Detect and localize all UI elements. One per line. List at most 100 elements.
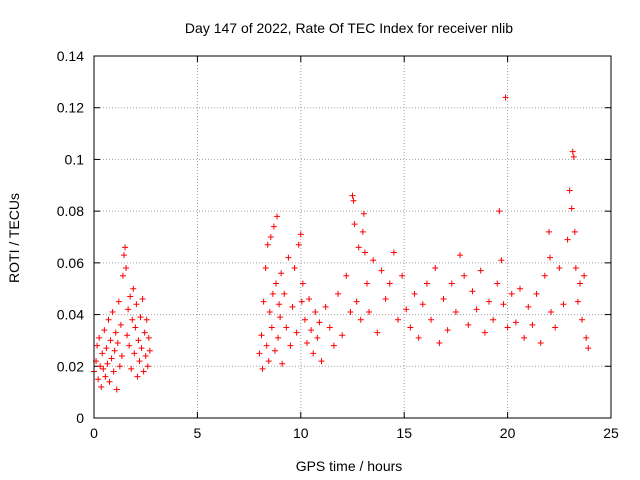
data-point — [264, 241, 271, 248]
data-point — [502, 94, 509, 101]
x-tick-label: 0 — [90, 425, 98, 441]
data-point — [548, 308, 555, 315]
data-point — [272, 280, 279, 287]
data-point — [579, 316, 586, 323]
data-point — [525, 303, 532, 310]
data-point — [116, 363, 123, 370]
y-tick-label: 0.04 — [57, 307, 84, 323]
data-point — [262, 265, 269, 272]
data-point — [299, 280, 306, 287]
data-point — [146, 347, 153, 354]
data-point — [310, 350, 317, 357]
data-point — [359, 228, 366, 235]
data-point — [477, 267, 484, 274]
data-point — [270, 223, 277, 230]
data-point — [101, 327, 108, 334]
data-point — [374, 329, 381, 336]
data-point — [104, 360, 111, 367]
data-point — [267, 234, 274, 240]
data-point — [135, 337, 142, 344]
data-point — [283, 324, 290, 331]
data-point — [308, 327, 315, 334]
data-point — [448, 280, 455, 287]
data-point — [566, 187, 573, 194]
data-point — [291, 265, 298, 272]
data-point — [452, 308, 459, 315]
data-point — [541, 272, 548, 279]
y-tick-label: 0.1 — [65, 151, 85, 167]
data-point — [361, 249, 368, 256]
data-point — [114, 340, 121, 347]
data-point — [529, 321, 536, 328]
data-point — [256, 350, 263, 357]
data-point — [266, 308, 273, 315]
data-point — [568, 205, 575, 212]
data-point — [143, 316, 150, 323]
data-point — [347, 308, 354, 315]
data-point — [473, 306, 480, 313]
data-point — [145, 334, 152, 341]
data-point — [366, 308, 373, 315]
data-point — [521, 334, 528, 341]
data-point — [517, 285, 524, 292]
y-tick-label: 0.12 — [57, 100, 84, 116]
data-point — [134, 373, 141, 380]
data-point — [500, 301, 507, 308]
data-point — [117, 321, 124, 328]
data-point — [130, 285, 137, 292]
data-point — [287, 342, 294, 349]
data-point — [353, 298, 360, 305]
data-point — [585, 345, 592, 352]
data-point — [556, 265, 563, 272]
data-point — [314, 334, 321, 341]
data-point — [436, 340, 443, 347]
data-point — [276, 301, 283, 308]
data-point — [382, 296, 389, 303]
data-point — [99, 350, 106, 357]
data-point — [494, 280, 501, 287]
data-point — [136, 358, 143, 365]
data-point — [312, 308, 319, 315]
data-point — [103, 345, 110, 352]
data-point — [545, 228, 552, 235]
data-point — [277, 314, 284, 321]
data-point — [113, 386, 120, 393]
data-point — [269, 290, 276, 297]
data-point — [118, 352, 125, 359]
data-point — [274, 213, 281, 220]
data-point — [278, 270, 285, 277]
data-point — [279, 360, 286, 367]
data-point — [293, 329, 300, 336]
data-point — [428, 316, 435, 323]
data-point — [275, 334, 282, 341]
data-point — [378, 267, 385, 274]
y-tick-label: 0.06 — [57, 255, 84, 271]
data-point — [265, 358, 272, 365]
data-point — [444, 327, 451, 334]
data-point — [432, 265, 439, 272]
chart-title: Day 147 of 2022, Rate Of TEC Index for r… — [185, 20, 513, 36]
data-point — [423, 280, 430, 287]
data-point — [403, 306, 410, 313]
data-point — [490, 316, 497, 323]
data-point — [537, 340, 544, 347]
data-point — [552, 324, 559, 331]
data-point — [350, 197, 357, 204]
data-point — [110, 368, 117, 375]
data-point — [571, 228, 578, 235]
data-point — [306, 296, 313, 303]
data-point — [496, 208, 503, 215]
data-point — [289, 303, 296, 310]
data-point — [131, 350, 138, 357]
data-point — [360, 210, 367, 217]
data-point — [126, 342, 133, 349]
x-tick-label: 25 — [603, 425, 619, 441]
data-point — [335, 290, 342, 297]
data-point — [115, 298, 122, 305]
data-point — [271, 347, 278, 354]
data-point — [97, 363, 104, 370]
y-tick-label: 0.02 — [57, 358, 84, 374]
data-point — [370, 257, 377, 264]
data-point — [144, 363, 151, 370]
